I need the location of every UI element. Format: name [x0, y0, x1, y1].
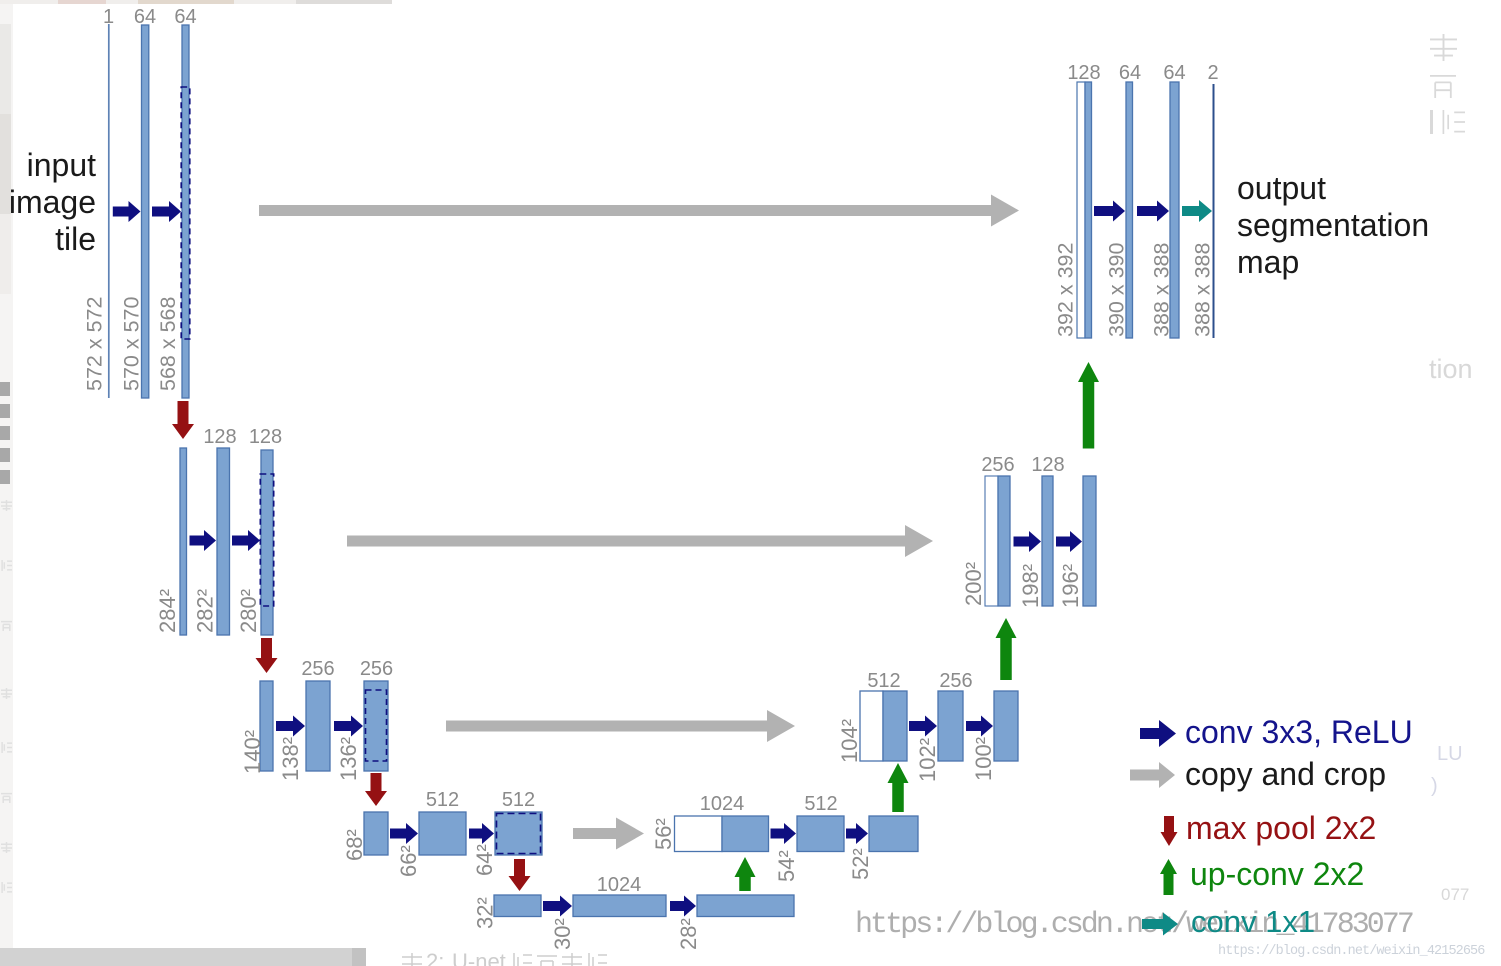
svg-text:U-net: U-net [452, 949, 506, 966]
svg-text:388 x 388: 388 x 388 [1150, 243, 1174, 337]
svg-text:output: output [1237, 170, 1326, 206]
svg-text:56²: 56² [651, 818, 676, 850]
svg-text:572 x 572: 572 x 572 [83, 297, 107, 391]
svg-text:30²: 30² [550, 918, 575, 950]
svg-text:tile: tile [55, 221, 96, 257]
svg-text:512: 512 [867, 670, 900, 692]
svg-text:64: 64 [134, 6, 156, 28]
svg-text:LU: LU [1437, 743, 1463, 765]
svg-text:up-conv 2x2: up-conv 2x2 [1190, 856, 1364, 892]
svg-text:64: 64 [174, 6, 196, 28]
svg-text:100²: 100² [971, 737, 996, 781]
svg-text:568 x 568: 568 x 568 [156, 297, 180, 391]
svg-text:128: 128 [203, 426, 236, 448]
svg-text:198²: 198² [1018, 564, 1043, 608]
svg-text:512: 512 [426, 789, 459, 811]
svg-text:392 x 392: 392 x 392 [1054, 243, 1078, 337]
svg-text:52²: 52² [848, 848, 873, 880]
svg-text:2: 2 [1207, 62, 1218, 84]
svg-text:tion: tion [1429, 354, 1473, 384]
svg-text:388 x 388: 388 x 388 [1191, 243, 1215, 337]
svg-text:196²: 196² [1058, 564, 1083, 608]
svg-text:max pool 2x2: max pool 2x2 [1186, 810, 1376, 846]
svg-text:64: 64 [1119, 62, 1141, 84]
svg-text:https://blog.csdn.net/weixin_4: https://blog.csdn.net/weixin_42152656 [1218, 944, 1485, 959]
svg-text:32²: 32² [472, 897, 497, 929]
svg-text:input: input [27, 147, 97, 183]
svg-text:64: 64 [1163, 62, 1185, 84]
svg-text:https://blog.csdn.net/weixin_4: https://blog.csdn.net/weixin_41783077 [855, 908, 1413, 942]
svg-text:segmentation: segmentation [1237, 207, 1429, 243]
svg-text:1024: 1024 [597, 874, 642, 896]
svg-text:28²: 28² [676, 918, 701, 950]
svg-text:512: 512 [502, 789, 535, 811]
svg-text:077: 077 [1441, 885, 1469, 904]
svg-text:280²: 280² [236, 589, 261, 633]
svg-text:2:: 2: [426, 949, 444, 966]
svg-text:256: 256 [939, 670, 972, 692]
svg-text:570 x 570: 570 x 570 [120, 297, 144, 391]
svg-text:conv 3x3, ReLU: conv 3x3, ReLU [1185, 714, 1413, 750]
svg-text:conv 1x1: conv 1x1 [1191, 904, 1315, 939]
svg-text:390 x 390: 390 x 390 [1105, 243, 1129, 337]
svg-text:256: 256 [981, 454, 1014, 476]
svg-text:128: 128 [1031, 454, 1064, 476]
svg-text:54²: 54² [774, 850, 799, 882]
svg-text:200²: 200² [961, 562, 986, 606]
svg-text:136²: 136² [336, 737, 361, 781]
svg-text:104²: 104² [837, 719, 862, 763]
svg-text:284²: 284² [155, 589, 180, 633]
svg-text:138²: 138² [278, 737, 303, 781]
svg-text:256: 256 [360, 658, 393, 680]
svg-text:256: 256 [301, 658, 334, 680]
svg-text:66²: 66² [396, 845, 421, 877]
svg-text:image: image [9, 184, 96, 220]
svg-text:102²: 102² [915, 738, 940, 782]
svg-text:282²: 282² [192, 589, 217, 633]
svg-text:512: 512 [804, 793, 837, 815]
svg-text:map: map [1237, 244, 1299, 280]
svg-text:1: 1 [103, 6, 114, 28]
svg-text:): ) [1431, 775, 1438, 797]
svg-text:128: 128 [1067, 62, 1100, 84]
svg-text:copy and crop: copy and crop [1185, 756, 1386, 792]
svg-text:68²: 68² [342, 829, 367, 861]
svg-text:64²: 64² [472, 844, 497, 876]
svg-text:140²: 140² [240, 730, 265, 774]
svg-text:1024: 1024 [700, 793, 745, 815]
svg-text:128: 128 [249, 426, 282, 448]
